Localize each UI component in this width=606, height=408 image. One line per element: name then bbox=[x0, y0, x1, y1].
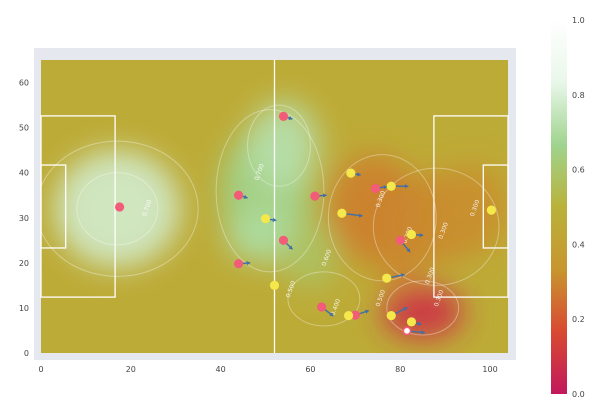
player-point-series-0 bbox=[395, 235, 405, 245]
movement-arrowhead bbox=[421, 330, 425, 335]
movement-arrowhead bbox=[400, 273, 405, 278]
contour-lines bbox=[41, 104, 500, 336]
player-point-series-1 bbox=[386, 181, 396, 191]
colorbar-tick-label: 0.2 bbox=[572, 315, 585, 324]
contour-line bbox=[287, 271, 361, 327]
movement-arrowhead bbox=[246, 260, 251, 266]
y-tick-label: 10 bbox=[19, 304, 29, 313]
movement-arrowhead bbox=[404, 184, 409, 189]
colorbar-tick-label: 0.8 bbox=[572, 91, 585, 100]
movement-arrowhead bbox=[383, 185, 388, 190]
colorbar-tick-label: 0.0 bbox=[572, 390, 585, 399]
colorbar-tick-label: 1.0 bbox=[572, 16, 585, 25]
contour-line bbox=[41, 140, 199, 277]
player-point-series-0 bbox=[278, 111, 289, 121]
player-point-series-1 bbox=[486, 205, 496, 215]
movement-arrowhead bbox=[357, 172, 361, 177]
movement-arrowhead bbox=[364, 309, 369, 314]
player-point-series-0 bbox=[310, 191, 320, 201]
movement-arrowhead bbox=[403, 307, 408, 311]
heatmap-blob bbox=[436, 163, 508, 254]
player-point-series-2 bbox=[402, 326, 412, 336]
x-tick-label: 0 bbox=[38, 365, 43, 374]
player-point-series-1 bbox=[386, 310, 396, 321]
heatmap-blob bbox=[382, 285, 464, 340]
player-point-series-1 bbox=[346, 168, 356, 178]
colorbar: 0.0 0.2 0.4 0.6 0.8 1.0 bbox=[551, 16, 585, 399]
pitch-lines bbox=[40, 60, 509, 353]
y-tick-label: 0 bbox=[24, 349, 29, 358]
contour-line bbox=[76, 172, 159, 246]
player-point-series-0 bbox=[233, 259, 244, 269]
player-point-series-0 bbox=[114, 202, 125, 212]
player-point-series-0 bbox=[370, 183, 381, 194]
movement-arrowhead bbox=[417, 321, 422, 326]
contour-line bbox=[215, 109, 325, 273]
player-point-series-1 bbox=[337, 208, 347, 218]
movement-arrowhead bbox=[358, 213, 363, 218]
heatmap-blob bbox=[247, 100, 320, 191]
contour-line bbox=[247, 104, 311, 187]
x-axis-ticks: 0 20 40 60 80 100 bbox=[38, 365, 497, 374]
movement-arrowhead bbox=[419, 232, 424, 238]
contour-line bbox=[386, 280, 460, 336]
x-tick-label: 80 bbox=[395, 365, 405, 374]
movement-arrowhead bbox=[288, 116, 293, 121]
contour-line bbox=[327, 154, 437, 282]
colorbar-gradient bbox=[551, 20, 567, 394]
player-point-series-1 bbox=[406, 317, 417, 327]
player-points bbox=[114, 111, 496, 336]
movement-arrowhead bbox=[243, 194, 248, 200]
x-tick-label: 20 bbox=[126, 365, 136, 374]
x-tick-label: 40 bbox=[216, 365, 226, 374]
movement-arrowhead bbox=[406, 248, 411, 253]
contour-line bbox=[372, 167, 500, 286]
player-point-series-1 bbox=[406, 229, 417, 240]
y-tick-label: 30 bbox=[19, 214, 29, 223]
y-tick-label: 60 bbox=[19, 79, 29, 88]
player-point-series-0 bbox=[233, 190, 244, 200]
colorbar-tick-label: 0.6 bbox=[572, 166, 585, 175]
player-point-series-1 bbox=[260, 214, 271, 224]
movement-arrowhead bbox=[272, 217, 277, 223]
y-tick-label: 20 bbox=[19, 259, 29, 268]
player-point-series-1 bbox=[343, 310, 354, 321]
player-point-series-1 bbox=[382, 273, 392, 283]
x-tick-label: 100 bbox=[482, 365, 497, 374]
x-tick-label: 60 bbox=[305, 365, 315, 374]
goal-area-right bbox=[482, 164, 509, 249]
player-point-series-0 bbox=[317, 302, 327, 312]
heatmap-blob bbox=[283, 217, 338, 290]
player-point-series-0 bbox=[350, 310, 360, 320]
colorbar-ticks: 0.0 0.2 0.4 0.6 0.8 1.0 bbox=[572, 16, 585, 399]
movement-arrowhead bbox=[329, 312, 334, 317]
y-tick-label: 50 bbox=[19, 124, 29, 133]
movement-arrowhead bbox=[288, 245, 293, 250]
player-point-series-1 bbox=[269, 280, 280, 290]
goal-area-left bbox=[40, 164, 67, 249]
colorbar-tick-label: 0.4 bbox=[572, 240, 585, 249]
y-tick-label: 40 bbox=[19, 169, 29, 178]
movement-arrowhead bbox=[323, 193, 327, 198]
y-axis-ticks: 0 10 20 30 40 50 60 bbox=[19, 79, 29, 358]
player-point-series-0 bbox=[278, 235, 289, 245]
